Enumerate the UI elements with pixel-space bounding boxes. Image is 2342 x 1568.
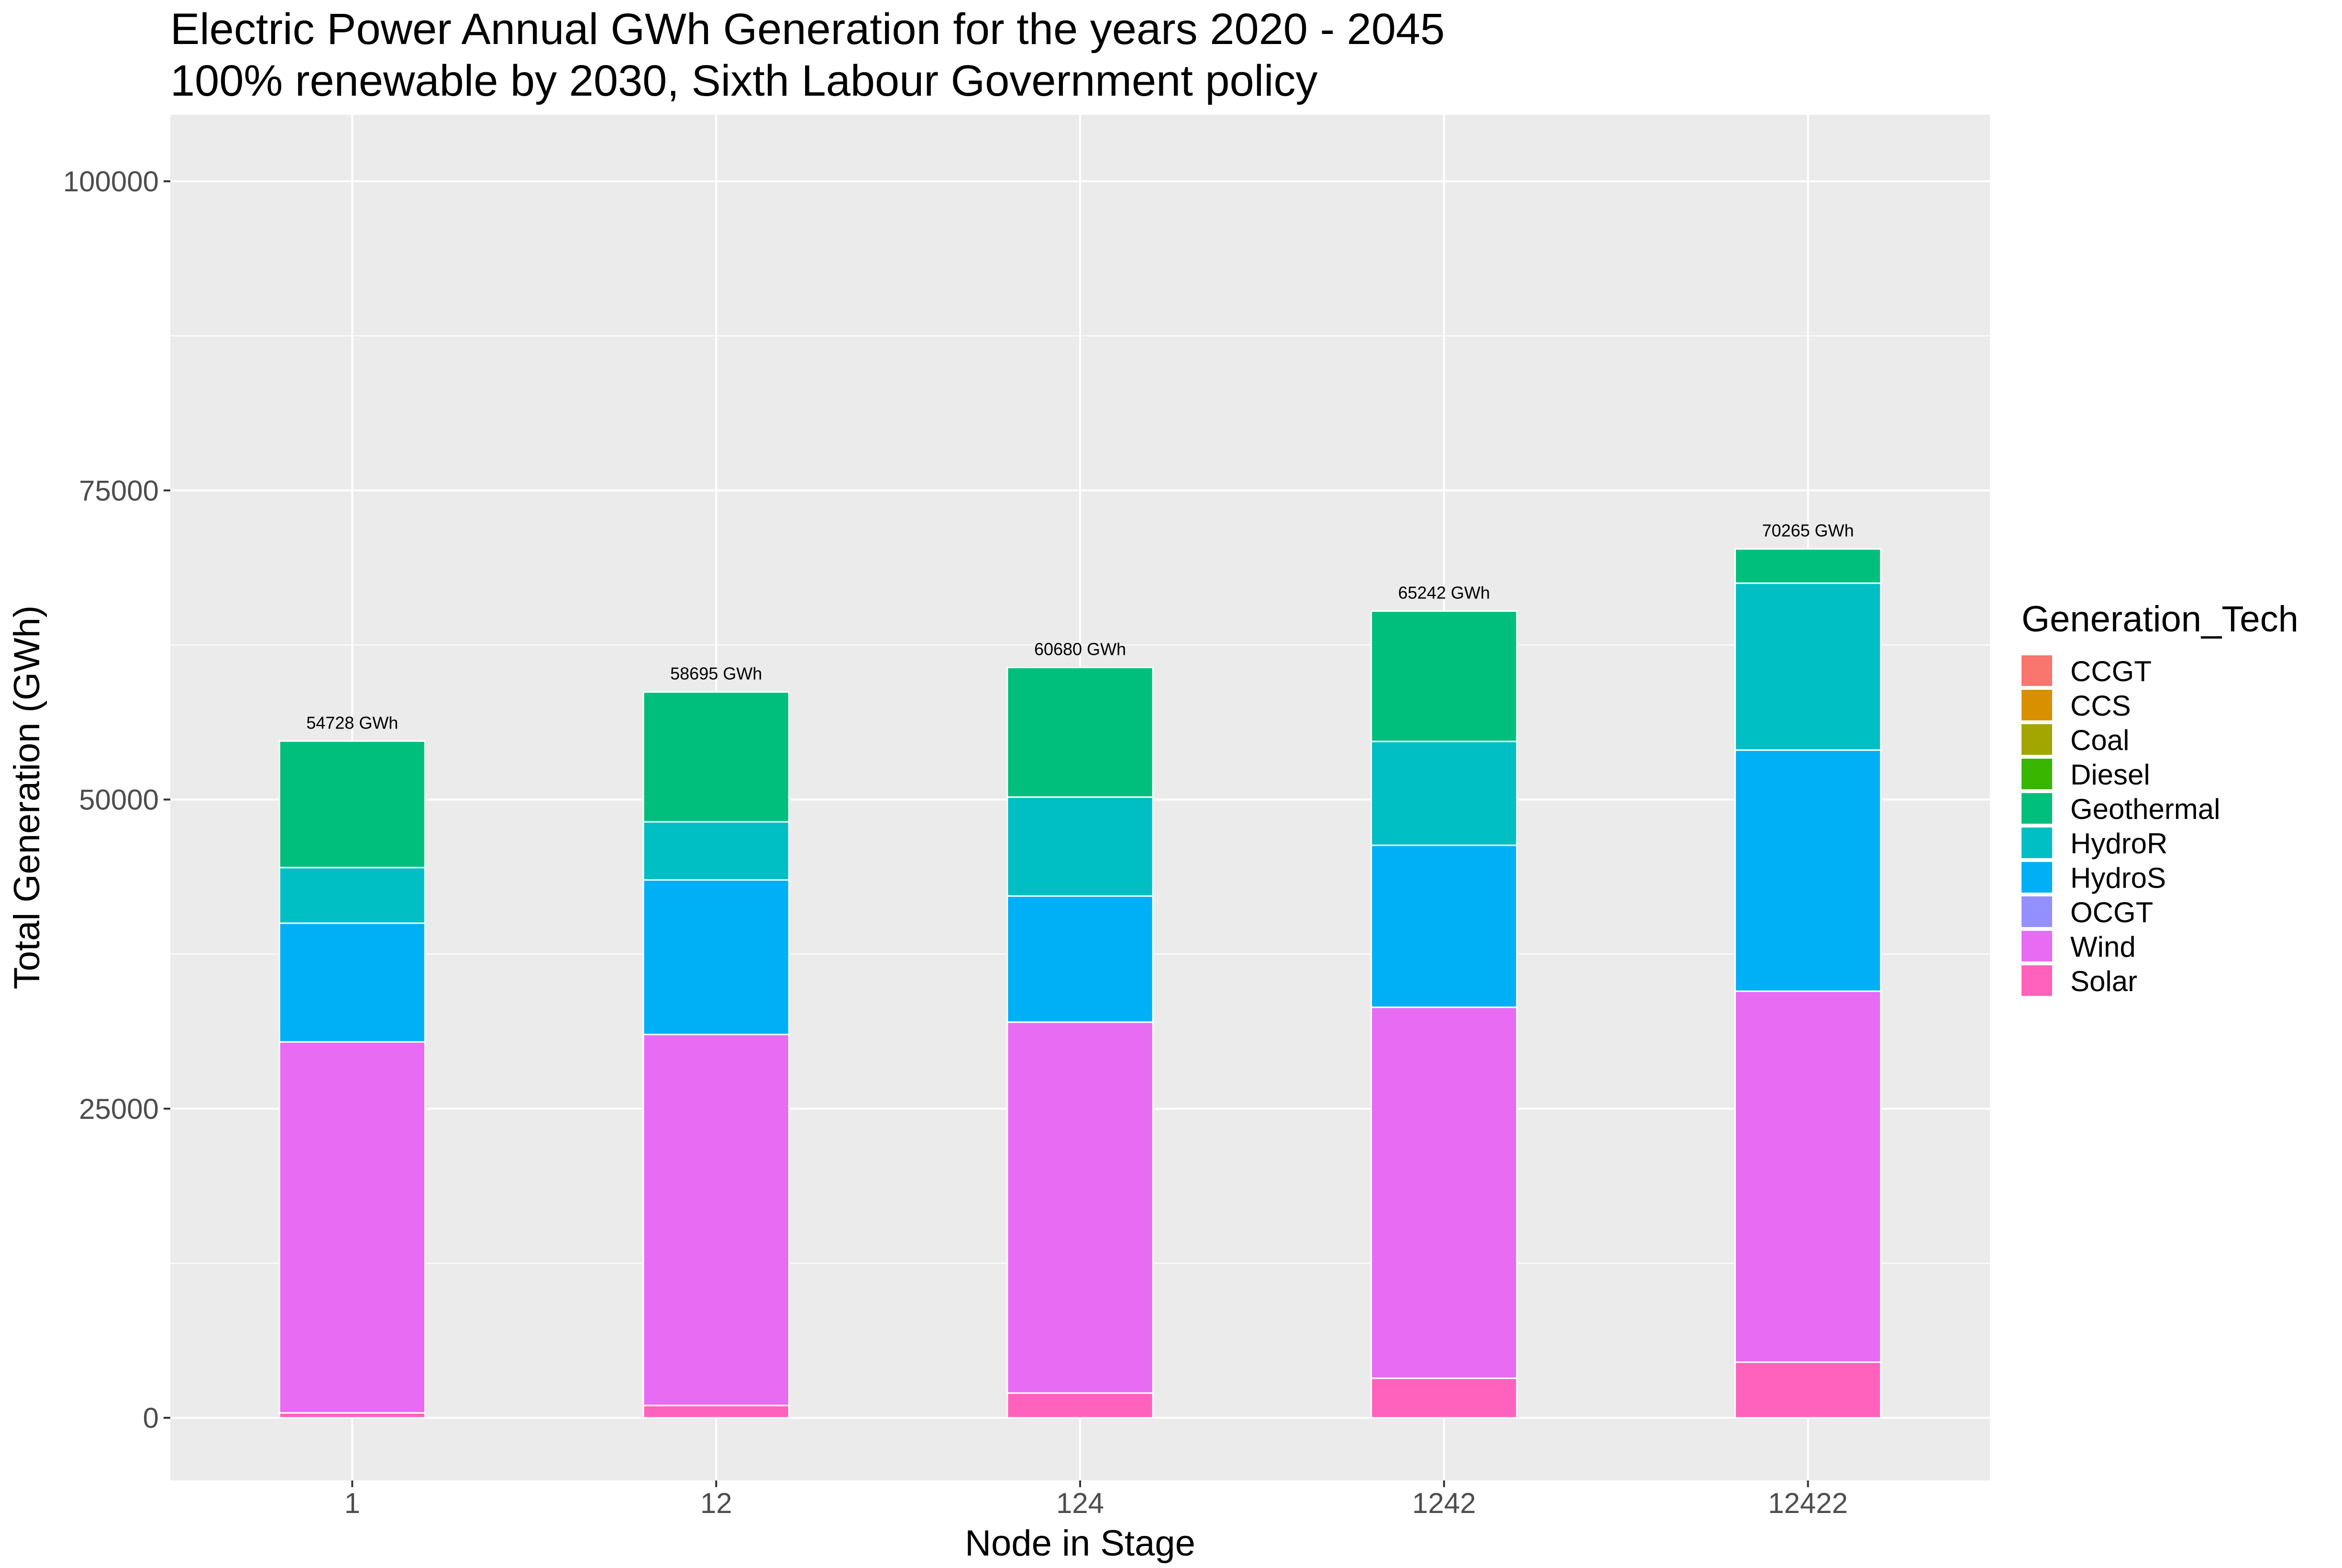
total-label-124: 60680 GWh — [1034, 639, 1126, 659]
legend-title: Generation_Tech — [2022, 599, 2298, 640]
bar-segment-wind-1242 — [1370, 1006, 1518, 1379]
chart-subtitle: 100% renewable by 2030, Sixth Labour Gov… — [170, 56, 1318, 105]
bar-segment-solar-1242 — [1370, 1377, 1518, 1419]
legend-swatch-diesel — [2022, 759, 2052, 789]
bar-segment-solar-1 — [278, 1412, 426, 1419]
bar-segment-hydros-1242 — [1370, 844, 1518, 1008]
legend-swatch-coal — [2022, 724, 2052, 755]
bars-layer — [278, 548, 1882, 1419]
x-tick-label: 1242 — [1412, 1487, 1476, 1519]
y-tick-label: 0 — [143, 1402, 159, 1434]
legend-label-hydros: HydroS — [2070, 862, 2166, 894]
legend-swatch-hydror — [2022, 828, 2052, 858]
total-label-1: 54728 GWh — [306, 713, 398, 732]
legend-label-ocgt: OCGT — [2070, 896, 2153, 928]
legend-swatch-ccs — [2022, 690, 2052, 720]
legend-label-geothermal: Geothermal — [2070, 793, 2220, 825]
bar-segment-geothermal-12 — [642, 691, 790, 823]
y-axis-title: Total Generation (GWh) — [7, 606, 47, 990]
legend-swatch-geothermal — [2022, 793, 2052, 824]
total-label-12: 58695 GWh — [670, 664, 762, 684]
bar-segment-wind-12422 — [1734, 990, 1882, 1363]
legend-label-diesel: Diesel — [2070, 759, 2150, 791]
x-axis: 1 12 124 1242 12422 — [344, 1480, 1848, 1519]
legend-label-wind: Wind — [2070, 931, 2136, 963]
x-tick-label: 12422 — [1768, 1487, 1848, 1519]
bar-segment-geothermal-12422 — [1734, 548, 1882, 584]
legend-label-ccs: CCS — [2070, 690, 2131, 722]
y-tick-label: 100000 — [63, 166, 159, 198]
y-tick-label: 50000 — [79, 784, 159, 816]
chart-title: Electric Power Annual GWh Generation for… — [170, 5, 1445, 54]
bar-segment-hydror-124 — [1006, 796, 1154, 897]
legend-swatch-ocgt — [2022, 896, 2052, 927]
x-tick-label: 124 — [1056, 1487, 1104, 1519]
legend-swatch-hydros — [2022, 862, 2052, 893]
bar-segment-geothermal-1242 — [1370, 610, 1518, 742]
legend-label-coal: Coal — [2070, 724, 2129, 756]
bar-segment-wind-124 — [1006, 1021, 1154, 1394]
y-axis: 0 25000 50000 75000 100000 — [63, 166, 170, 1434]
bar-segment-wind-1 — [278, 1041, 426, 1414]
bar-segment-hydros-124 — [1006, 895, 1154, 1023]
bar-segment-hydror-1242 — [1370, 740, 1518, 846]
bar-segment-solar-12422 — [1734, 1361, 1882, 1419]
bar-segment-solar-124 — [1006, 1392, 1154, 1419]
bar-segment-hydros-12422 — [1734, 749, 1882, 992]
bar-segment-hydror-12422 — [1734, 582, 1882, 751]
y-tick-label: 75000 — [79, 475, 159, 507]
total-label-12422: 70265 GWh — [1762, 521, 1854, 541]
bar-segment-hydror-1 — [278, 867, 426, 924]
x-tick-label: 1 — [344, 1487, 360, 1519]
bar-segment-hydror-12 — [642, 821, 790, 881]
legend-swatch-solar — [2022, 965, 2052, 996]
legend: CCGTCCSCoalDieselGeothermalHydroRHydroSO… — [2022, 655, 2220, 997]
bar-segment-hydros-1 — [278, 922, 426, 1043]
bar-segment-hydros-12 — [642, 879, 790, 1036]
legend-swatch-wind — [2022, 931, 2052, 961]
legend-label-ccgt: CCGT — [2070, 655, 2152, 687]
bar-segment-solar-12 — [642, 1404, 790, 1419]
legend-label-solar: Solar — [2070, 965, 2137, 997]
legend-swatch-ccgt — [2022, 655, 2052, 686]
x-tick-label: 12 — [700, 1487, 732, 1519]
legend-label-hydror: HydroR — [2070, 828, 2167, 860]
bar-segment-geothermal-124 — [1006, 666, 1154, 798]
x-axis-title: Node in Stage — [965, 1523, 1195, 1564]
y-tick-label: 25000 — [79, 1093, 159, 1125]
bar-segment-wind-12 — [642, 1034, 790, 1406]
total-label-1242: 65242 GWh — [1398, 583, 1490, 602]
total-labels: 54728 GWh 58695 GWh 60680 GWh 65242 GWh 7026… — [306, 521, 1854, 733]
bar-segment-geothermal-1 — [278, 740, 426, 869]
